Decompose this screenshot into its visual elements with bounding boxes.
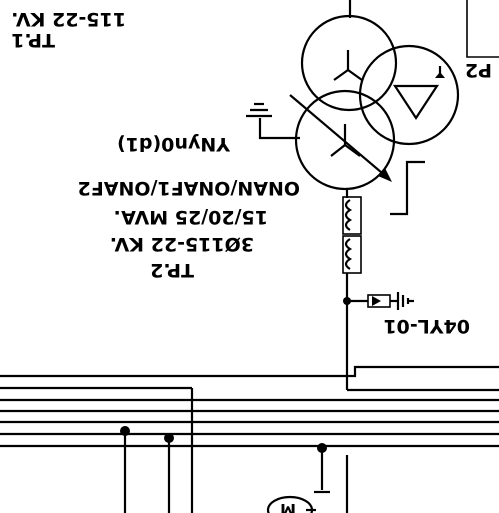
p2-connection-line (466, 0, 499, 58)
svg-text:115-22 KV.: 115-22 KV. (11, 8, 126, 30)
tp2-label: TP.2 (150, 259, 194, 281)
tp1-label-text: TP.1 (11, 29, 55, 51)
tp2-vector-group: YNyn0(d1) (117, 133, 231, 155)
tp1-voltage-text: 115-22 KV. (11, 8, 126, 30)
wye-symbol-primary (333, 50, 363, 81)
tap-changer-arrow (289, 94, 389, 179)
feeder-junction-1 (120, 426, 130, 436)
feeder-junction-2 (164, 433, 174, 443)
svg-text:M: M (280, 500, 296, 513)
tp2-voltage: 3Ø115-22 KV. (110, 233, 254, 255)
tap-bracket (390, 160, 425, 216)
arrester-label: 04YL-01 (383, 315, 470, 337)
p2-label: P2 (465, 59, 492, 81)
tp2-rating: 15/20/25 MVA. (114, 206, 268, 228)
delta-symbol (392, 84, 440, 121)
tp2-cooling: ONAN/ONAF1/ONAF2 (78, 177, 300, 199)
feeder-junction-3 (317, 443, 327, 453)
current-transformer-icon (342, 196, 362, 274)
svg-text:TP.1: TP.1 (11, 29, 55, 51)
transformer-secondary-winding (294, 89, 396, 191)
neutral-ground-icon (246, 102, 300, 140)
transformer-primary-winding (300, 14, 398, 112)
tap-changer-arrowhead-icon (378, 168, 392, 182)
motor-icon: M (266, 495, 316, 513)
busbar-lines (0, 365, 499, 448)
surge-arrester-icon (347, 292, 414, 310)
transformer-tertiary-winding (358, 44, 460, 146)
delta-arrow-icon (435, 72, 445, 78)
